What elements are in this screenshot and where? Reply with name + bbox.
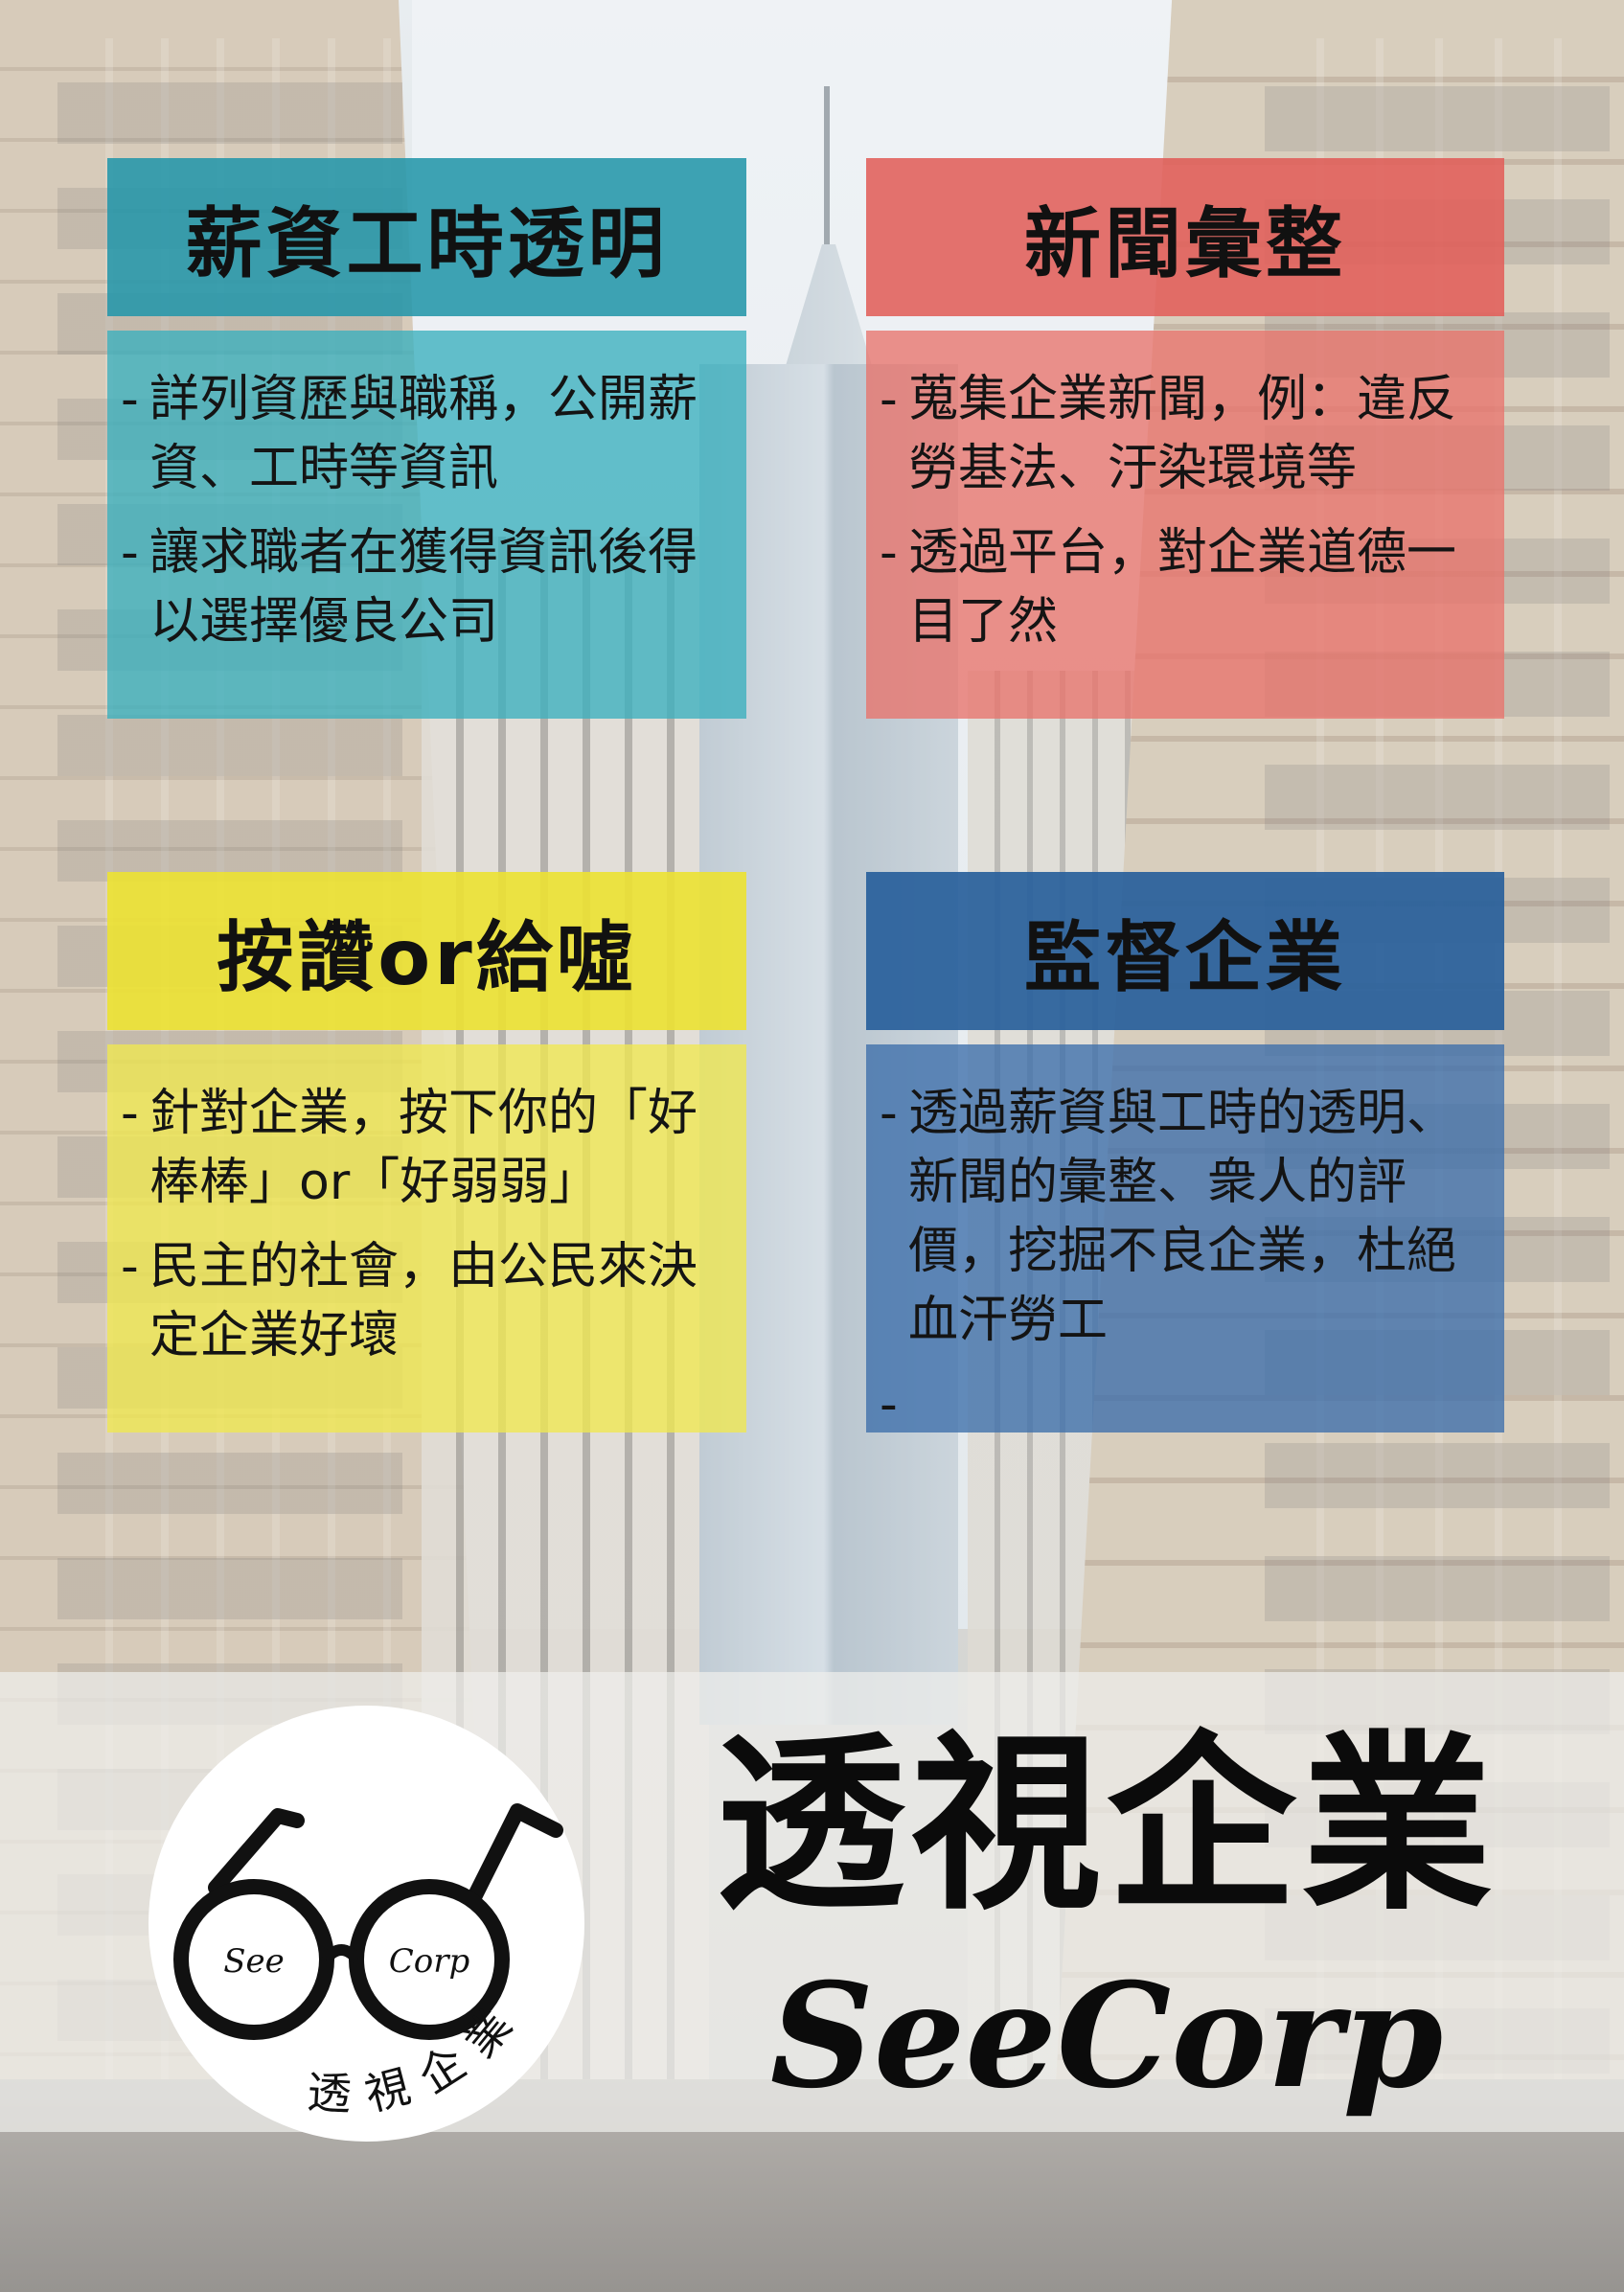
brand-title-english: SeeCorp [769,1952,1444,2120]
vote-panel-body: - 針對企業，按下你的「好棒棒」or「好弱弱」 - 民主的社會，由公民來決定企業好壞 [107,1044,746,1432]
left-lens-label: See [223,1942,285,1981]
brand-title-chinese: 透視企業 [716,1714,1498,1936]
list-item: - 讓求職者在獲得資訊後得以選擇優良公司 [121,524,698,651]
monitor-panel-title: 監督企業 [866,872,1504,1030]
list-item: - 民主的社會，由公民來決定企業好壞 [121,1238,698,1364]
monitor-panel-body: - 透過薪資與工時的透明、新聞的彙整、衆人的評價，挖掘不良企業，杜絕血汗勞工 - [866,1044,1504,1433]
glasses-icon: See Corp 透視企業 [173,1803,563,2121]
list-item: - [880,1376,898,1433]
salary-panel-body: - 詳列資歷與職稱，公開薪資、工時等資訊 - 讓求職者在獲得資訊後得以選擇優良公司 [107,331,746,719]
list-item: - 透過平台，對企業道德一目了然 [880,524,1457,651]
list-item: - 詳列資歷與職稱，公開薪資、工時等資訊 [121,371,698,497]
seecorp-logo: See Corp 透視企業 [149,1706,584,2142]
news-panel-body: - 蒐集企業新聞，例：違反勞基法、汙染環境等 - 透過平台，對企業道德一目了然 [866,331,1504,719]
list-item: - 透過薪資與工時的透明、新聞的彙整、衆人的評價，挖掘不良企業，杜絕血汗勞工 [880,1085,1457,1349]
list-item: - 針對企業，按下你的「好棒棒」or「好弱弱」 [121,1085,698,1211]
salary-panel-title: 薪資工時透明 [107,158,746,316]
list-item: - 蒐集企業新聞，例：違反勞基法、汙染環境等 [880,371,1457,497]
vote-panel-title: 按讚or給噓 [107,872,746,1030]
right-lens-label: Corp [389,1942,470,1981]
news-panel-title: 新聞彙整 [866,158,1504,316]
